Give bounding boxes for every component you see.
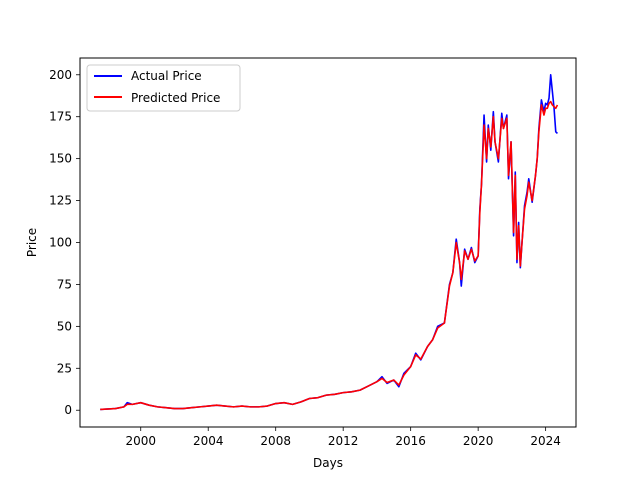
y-axis-label: Price — [25, 228, 39, 257]
series-layer — [100, 73, 559, 411]
legend-label-predicted-price: Predicted Price — [131, 91, 220, 105]
legend-box — [86, 64, 241, 112]
y-tick-label: 25 — [57, 361, 72, 375]
x-tick-label: 2020 — [463, 434, 494, 448]
x-axis-label: Days — [313, 456, 343, 470]
x-tick-label: 2008 — [260, 434, 291, 448]
y-tick-label: 175 — [49, 110, 72, 124]
plot-area — [79, 57, 577, 428]
y-tick-label: 200 — [49, 68, 72, 82]
legend-label-actual-price: Actual Price — [131, 69, 202, 83]
y-tick-label: 125 — [49, 194, 72, 208]
y-tick-label: 150 — [49, 152, 72, 166]
x-tick-label: 2016 — [395, 434, 426, 448]
y-tick-label: 50 — [57, 319, 72, 333]
y-axis: 0 25 50 75 100 125 150 175 200 — [49, 68, 80, 417]
x-tick-label: 2012 — [328, 434, 359, 448]
x-tick-label: 2024 — [530, 434, 561, 448]
series-line-predicted-price — [100, 100, 559, 411]
legend: Actual Price Predicted Price — [86, 64, 241, 112]
x-tick-label: 2004 — [193, 434, 224, 448]
y-tick-label: 0 — [64, 403, 72, 417]
y-tick-label: 75 — [57, 277, 72, 291]
y-tick-label: 100 — [49, 236, 72, 250]
x-tick-label: 2000 — [125, 434, 156, 448]
x-axis: 2000 2004 2008 2012 2016 2020 2024 — [125, 427, 561, 448]
